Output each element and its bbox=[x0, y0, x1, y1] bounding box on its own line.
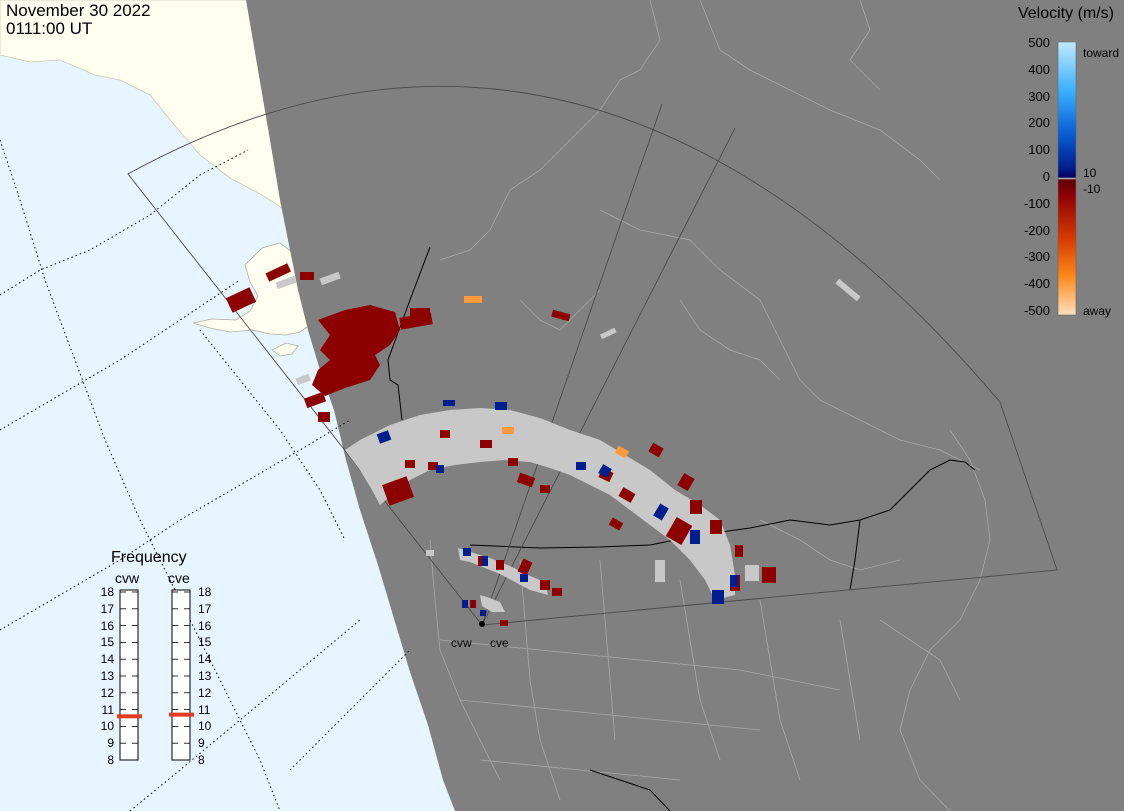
velocity-tick-label: -200 bbox=[1023, 222, 1050, 238]
field-of-view bbox=[127, 85, 1058, 626]
frequency-tick-label-left: 17 bbox=[100, 601, 114, 616]
velocity-away-fast bbox=[464, 296, 630, 459]
frequency-tick-label-left: 9 bbox=[107, 736, 114, 751]
frequency-panel bbox=[117, 589, 194, 761]
frequency-tick-label-left: 18 bbox=[100, 585, 114, 599]
velocity-tick-label: 200 bbox=[1028, 115, 1050, 131]
frequency-tick-label-left: 12 bbox=[100, 685, 114, 700]
radar-site-marker bbox=[479, 621, 485, 627]
frequency-tick-label-right: 18 bbox=[198, 585, 212, 599]
velocity-tick-label: 400 bbox=[1028, 61, 1050, 77]
frequency-tick-label-left: 15 bbox=[100, 635, 114, 650]
night-shadow bbox=[246, 0, 1124, 811]
date-label: November 30 2022 bbox=[6, 1, 151, 20]
velocity-tick-label: 100 bbox=[1028, 142, 1050, 158]
frequency-marker-cve bbox=[169, 712, 194, 717]
velocity-tick-label: 500 bbox=[1028, 35, 1050, 50]
velocity-label-toward: toward bbox=[1083, 46, 1120, 60]
national-borders bbox=[387, 246, 976, 811]
velocity-color-bar bbox=[1057, 41, 1077, 316]
velocity-label-plus: 10 bbox=[1083, 166, 1097, 180]
velocity-tick-label: -100 bbox=[1023, 195, 1050, 211]
frequency-tick-label-right: 15 bbox=[198, 635, 212, 650]
velocity-label-away: away bbox=[1083, 304, 1112, 318]
velocity-scale-title: Velocity (m/s) bbox=[1017, 5, 1114, 22]
frequency-box-cve bbox=[171, 589, 191, 761]
frequency-tick-label-right: 13 bbox=[198, 669, 212, 683]
time-label: 0111:00 UT bbox=[6, 19, 93, 38]
boundaries bbox=[429, 0, 991, 811]
frequency-tick-label-right: 16 bbox=[198, 618, 212, 633]
frequency-tick-label-left: 10 bbox=[100, 719, 114, 734]
velocity-tick-label: -400 bbox=[1023, 276, 1050, 292]
grid-lines bbox=[0, 139, 411, 811]
frequency-tick-label-left: 8 bbox=[107, 753, 114, 767]
velocity-label-minus: -10 bbox=[1083, 182, 1101, 196]
velocity-tick-label: 0 bbox=[1042, 169, 1050, 184]
velocity-tick-label: -300 bbox=[1023, 249, 1050, 265]
land-daylight-island bbox=[271, 342, 299, 357]
radar-label-cve: cve bbox=[490, 636, 509, 650]
frequency-radar-cvw: cvw bbox=[115, 570, 140, 586]
frequency-radar-cve: cve bbox=[168, 570, 190, 586]
frequency-tick-label-right: 14 bbox=[198, 652, 212, 667]
velocity-tick-label: 300 bbox=[1028, 88, 1050, 104]
frequency-tick-label-right: 8 bbox=[198, 753, 205, 767]
frequency-box-cvw bbox=[119, 589, 139, 761]
radar-sites bbox=[479, 621, 485, 627]
velocity-toward bbox=[376, 400, 738, 616]
frequency-tick-label-right: 17 bbox=[198, 601, 212, 616]
frequency-marker-cvw bbox=[117, 714, 142, 719]
frequency-tick-label-right: 11 bbox=[198, 702, 211, 717]
frequency-tick-label-right: 10 bbox=[198, 719, 212, 734]
radar-label-cvw: cvw bbox=[451, 636, 472, 650]
frequency-title: Frequency bbox=[111, 549, 187, 566]
frequency-ticks bbox=[120, 591, 190, 761]
frequency-tick-label-right: 9 bbox=[198, 736, 205, 751]
frequency-tick-label-left: 13 bbox=[100, 669, 114, 683]
frequency-tick-label-left: 14 bbox=[100, 652, 114, 667]
velocity-tick-label: -500 bbox=[1023, 303, 1050, 318]
frequency-tick-label-left: 16 bbox=[100, 618, 114, 633]
frequency-tick-label-left: 11 bbox=[101, 702, 114, 717]
frequency-tick-label-right: 12 bbox=[198, 685, 212, 700]
